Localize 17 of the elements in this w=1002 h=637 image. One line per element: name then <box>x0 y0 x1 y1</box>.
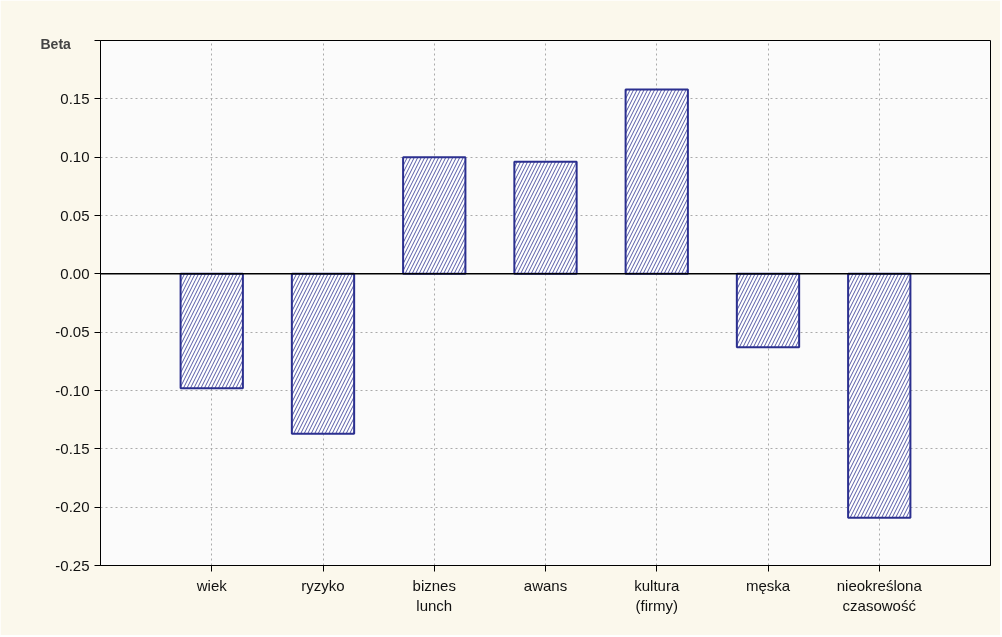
x-tick-label: biznes lunch <box>412 576 456 614</box>
x-tick-label: ryzyko <box>301 576 345 594</box>
y-tick-label: -0.15 <box>55 439 90 457</box>
y-tick-label: -0.10 <box>55 381 90 399</box>
y-axis-title: Beta <box>40 35 72 52</box>
x-tick-label: wiek <box>195 576 228 594</box>
x-tick-label: męska <box>745 576 791 594</box>
x-tick-label: kultura (firmy) <box>634 576 680 614</box>
y-tick-label: -0.20 <box>55 498 90 516</box>
x-tick-label: awans <box>523 576 568 594</box>
y-tick-label: 0.10 <box>60 148 90 166</box>
y-tick-label: 0.15 <box>60 89 90 107</box>
y-tick-label: 0.00 <box>60 264 90 282</box>
y-tick-label: 0.05 <box>60 206 90 224</box>
y-tick-label: -0.25 <box>55 556 90 574</box>
y-tick-label: -0.05 <box>55 323 90 341</box>
x-tick-label: nieokreślona czasowość <box>836 576 923 614</box>
